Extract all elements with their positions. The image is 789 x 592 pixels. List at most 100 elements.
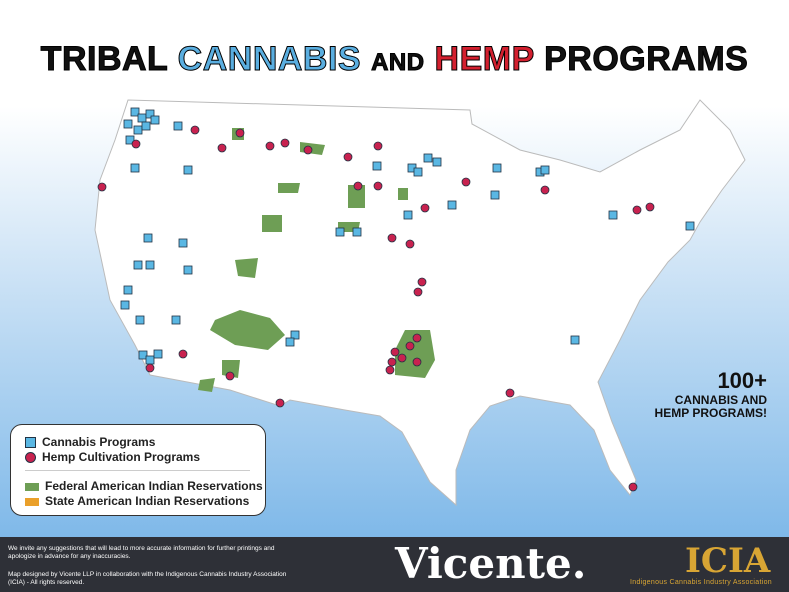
cannabis-marker [570,335,580,345]
cannabis-marker [403,210,413,220]
hemp-marker [632,205,642,215]
hemp-marker [461,177,471,187]
footer-note: We invite any suggestions that will lead… [8,545,275,560]
reservation [235,258,258,278]
hemp-marker [217,143,227,153]
reservation [278,183,300,193]
cannabis-marker [133,125,143,135]
hemp-marker [373,181,383,191]
cannabis-marker [123,285,133,295]
hemp-marker [645,202,655,212]
footer-note: Map designed by Vicente LLP in collabora… [8,571,287,586]
reservations [198,128,435,392]
legend-item: Cannabis Programs [25,435,155,449]
cannabis-marker [492,163,502,173]
callout-number: 100+ [717,368,767,393]
footer: We invite any suggestions that will lead… [0,537,789,592]
hemp-marker [413,287,423,297]
icia-name: Indigenous Cannabis Industry Association [630,579,772,586]
cannabis-marker [135,315,145,325]
cannabis-marker [125,135,135,145]
hemp-marker [385,365,395,375]
hemp-marker [397,353,407,363]
hemp-marker [390,347,400,357]
hemp-marker [628,482,638,492]
cannabis-marker [130,163,140,173]
hemp-marker [412,357,422,367]
hemp-marker [280,138,290,148]
cannabis-marker [133,260,143,270]
reservation [348,185,365,208]
divider [25,470,250,471]
title-word: HEMP [434,40,535,79]
vicente-logo: Vicente. [395,539,587,588]
cannabis-marker [137,113,147,123]
hemp-marker [131,139,141,149]
cannabis-marker [141,121,151,131]
hemp-marker [420,203,430,213]
reservation [262,215,282,232]
cannabis-marker [120,300,130,310]
hemp-marker [540,185,550,195]
cannabis-marker [413,167,423,177]
callout-line: CANNABIS AND [674,393,767,407]
cannabis-marker [447,200,457,210]
us-outline [94,99,746,507]
hemp-marker [275,398,285,408]
cannabis-marker [490,190,500,200]
reservation [395,330,435,378]
hemp-marker [190,125,200,135]
markers [97,107,695,492]
hemp-marker [235,128,245,138]
legend: Cannabis Programs Hemp Cultivation Progr… [10,424,266,516]
cannabis-marker [145,109,155,119]
cannabis-marker [432,157,442,167]
hemp-marker [373,141,383,151]
cannabis-marker [285,337,295,347]
cannabis-marker [685,221,695,231]
hemp-marker [97,182,107,192]
title-word: AND [371,49,425,77]
hemp-marker [225,371,235,381]
reservation [398,188,408,200]
hemp-marker [387,233,397,243]
cannabis-marker [171,315,181,325]
cannabis-marker [145,260,155,270]
reservation [198,378,215,392]
title-word: PROGRAMS [544,40,749,79]
hemp-marker [417,277,427,287]
hemp-marker [412,333,422,343]
hemp-marker [343,152,353,162]
cannabis-marker [608,210,618,220]
cannabis-marker [372,161,382,171]
cannabis-marker [178,238,188,248]
legend-item: Federal American Indian Reservations [25,479,263,493]
cannabis-marker [138,350,148,360]
legend-label: State American Indian Reservations [45,494,250,508]
hemp-marker [387,357,397,367]
legend-item: Hemp Cultivation Programs [25,450,200,464]
hemp-marker [265,141,275,151]
hemp-marker [303,145,313,155]
title-word: CANNABIS [177,40,362,79]
title: TRIBAL CANNABIS AND HEMP PROGRAMS [0,40,789,79]
title-word: TRIBAL [40,40,168,79]
callout-line: HEMP PROGRAMS! [654,406,767,420]
cannabis-marker [130,107,140,117]
callout: 100+ CANNABIS AND HEMP PROGRAMS! [655,368,767,420]
cannabis-marker [352,227,362,237]
legend-label: Hemp Cultivation Programs [42,450,201,464]
cannabis-marker [173,121,183,131]
cannabis-marker [143,233,153,243]
hemp-marker [178,349,188,359]
cannabis-marker [150,115,160,125]
cannabis-marker [335,227,345,237]
hemp-marker [405,239,415,249]
cannabis-marker [183,265,193,275]
reservation [210,310,285,350]
legend-item: State American Indian Reservations [25,494,249,508]
cannabis-marker [290,330,300,340]
cannabis-marker [540,165,550,175]
